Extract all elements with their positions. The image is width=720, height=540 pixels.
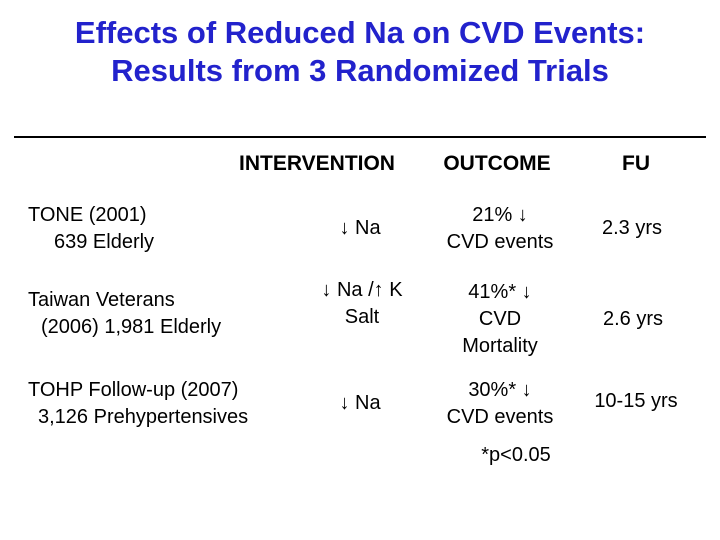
row1-study-cell: TONE (2001) 639 Elderly — [28, 202, 154, 256]
column-header-fu: FU — [622, 152, 650, 175]
row2-intervention-line-1: ↓ Na /↑ K — [321, 279, 403, 301]
row1-fu-cell: 2.3 yrs — [601, 217, 663, 239]
row2-intervention-line-2: Salt — [344, 306, 380, 328]
row2-outcome-line-1: 41%* ↓ — [468, 281, 532, 303]
row2-study-line-2: (2006) 1,981 Elderly — [41, 316, 222, 338]
row1-outcome-line-1: 21% ↓ — [472, 204, 528, 226]
column-header-intervention: INTERVENTION — [239, 152, 395, 175]
row2-outcome-cell: 41%* ↓ CVD Mortality — [462, 279, 538, 360]
slide-title-line-2: Results from 3 Randomized Trials — [111, 53, 609, 88]
row3-outcome-line-1: 30%* ↓ — [468, 379, 532, 401]
row3-study-line-2: 3,126 Prehypertensives — [38, 406, 249, 428]
row3-intervention-line-1: ↓ Na — [339, 392, 381, 414]
row1-outcome-line-2: CVD events — [446, 231, 554, 253]
row1-study-line-2: 639 Elderly — [54, 231, 155, 253]
row1-intervention-cell: ↓ Na — [339, 215, 380, 242]
slide-title: Effects of Reduced Na on CVD Events: Res… — [0, 14, 720, 90]
row3-intervention-cell: ↓ Na — [339, 390, 380, 417]
slide-title-line-1: Effects of Reduced Na on CVD Events: — [74, 15, 646, 50]
row3-fu-cell: 10-15 yrs — [594, 390, 678, 412]
row2-fu-cell: 2.6 yrs — [602, 308, 664, 330]
row1-outcome-cell: 21% ↓ CVD events — [447, 202, 554, 256]
row2-outcome-line-2: CVD — [478, 308, 522, 330]
row3-study-line-1: TOHP Follow-up (2007) — [28, 379, 239, 401]
row1-intervention-line-1: ↓ Na — [339, 217, 381, 239]
row2-outcome-line-3: Mortality — [462, 335, 538, 357]
row1-study-line-1: TONE (2001) — [28, 204, 147, 226]
row3-study-cell: TOHP Follow-up (2007) 3,126 Prehypertens… — [28, 377, 248, 431]
row3-outcome-line-2: CVD events — [446, 406, 554, 428]
row3-outcome-cell: 30%* ↓ CVD events — [447, 377, 554, 431]
significance-footnote: *p<0.05 — [481, 444, 551, 466]
divider-line — [14, 136, 706, 138]
row2-study-cell: Taiwan Veterans (2006) 1,981 Elderly — [28, 287, 221, 341]
column-header-outcome: OUTCOME — [443, 152, 551, 175]
row2-intervention-cell: ↓ Na /↑ K Salt — [321, 277, 402, 331]
row2-study-line-1: Taiwan Veterans — [28, 289, 175, 311]
